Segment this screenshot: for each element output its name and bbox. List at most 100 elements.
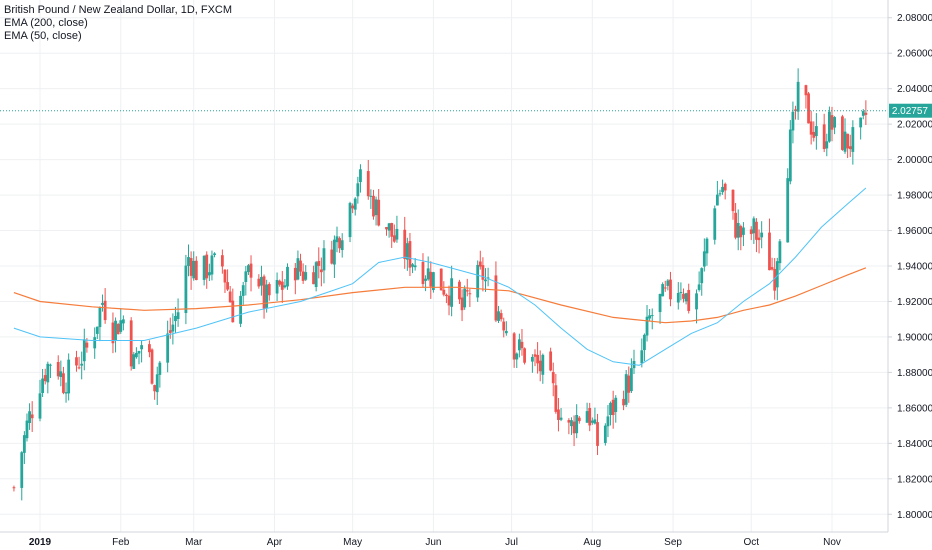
candle-body bbox=[757, 237, 761, 241]
candle-body bbox=[64, 392, 68, 394]
candle-body bbox=[499, 313, 503, 320]
candle-body bbox=[497, 311, 500, 321]
y-tick-label: 2.06000 bbox=[897, 49, 932, 60]
price-axis: 2.08000 2.06000 2.04000 2.02000 2.00000 1.980… bbox=[888, 13, 932, 521]
candle-body bbox=[593, 419, 597, 424]
candle-body bbox=[348, 203, 352, 238]
candle-body bbox=[684, 293, 688, 302]
candle-body bbox=[458, 281, 461, 300]
candle-body bbox=[244, 271, 248, 283]
candle-body bbox=[645, 316, 649, 336]
candle-body bbox=[353, 198, 357, 210]
candle-body bbox=[158, 362, 162, 375]
candle-body bbox=[286, 266, 289, 287]
candle-body bbox=[101, 302, 104, 305]
candle-body bbox=[392, 235, 396, 242]
current-price-badge: 2.02757 bbox=[889, 103, 932, 118]
candle-body bbox=[75, 357, 78, 366]
candle-body bbox=[721, 186, 724, 193]
candle-body bbox=[796, 81, 800, 112]
candle-body bbox=[119, 320, 123, 332]
candle-body bbox=[22, 435, 26, 453]
candle-body bbox=[187, 257, 190, 266]
candle-body bbox=[220, 255, 224, 267]
candle-body bbox=[734, 212, 738, 238]
candle-body bbox=[702, 251, 706, 267]
candle-body bbox=[755, 221, 758, 240]
candle-body bbox=[676, 292, 680, 303]
candle-body bbox=[43, 375, 47, 382]
current-price-label: 2.02757 bbox=[892, 106, 929, 117]
candle-body bbox=[77, 367, 81, 369]
candle-body bbox=[293, 267, 297, 281]
ema50-legend[interactable]: EMA (50, close) bbox=[4, 30, 82, 42]
candle-body bbox=[650, 315, 654, 317]
candle-body bbox=[283, 285, 287, 288]
price-axis-bg[interactable] bbox=[888, 0, 932, 550]
candle-body bbox=[770, 267, 774, 270]
candle-body bbox=[611, 399, 615, 416]
candle-body bbox=[773, 268, 777, 291]
candle-body bbox=[82, 339, 86, 362]
candle-body bbox=[340, 240, 344, 251]
candle-body bbox=[682, 293, 685, 299]
y-tick-label: 1.86000 bbox=[897, 403, 932, 414]
candle-body bbox=[661, 284, 665, 297]
candle-body bbox=[851, 127, 855, 152]
candle-body bbox=[366, 171, 370, 197]
candle-body bbox=[25, 420, 29, 439]
candle-body bbox=[332, 239, 336, 265]
candle-body bbox=[116, 324, 120, 335]
candle-body bbox=[431, 272, 435, 291]
candle-body bbox=[460, 297, 464, 311]
candle-body bbox=[669, 279, 672, 300]
candle-body bbox=[590, 420, 594, 423]
ema50-line bbox=[13, 187, 867, 366]
x-tick-label: 2019 bbox=[29, 537, 52, 548]
candle-body bbox=[335, 236, 339, 243]
time-axis-bg[interactable] bbox=[0, 532, 888, 550]
candle-body bbox=[210, 255, 214, 275]
candle-body bbox=[194, 260, 198, 281]
candle-body bbox=[577, 417, 581, 422]
candle-body bbox=[515, 353, 519, 360]
candle-body bbox=[411, 264, 414, 267]
candle-body bbox=[395, 228, 399, 240]
candle-body bbox=[62, 373, 65, 393]
candle-body bbox=[827, 111, 831, 142]
candle-body bbox=[140, 345, 144, 350]
ema200-legend[interactable]: EMA (200, close) bbox=[4, 17, 88, 29]
candle-body bbox=[429, 271, 433, 287]
candle-body bbox=[296, 258, 300, 280]
candle-body bbox=[166, 333, 170, 363]
candle-body bbox=[541, 354, 545, 375]
candle-body bbox=[567, 420, 571, 423]
candle-body bbox=[241, 285, 245, 296]
time-axis: 2019 Feb Mar Apr May Jun Jul Aug Sep Oct Nov bbox=[29, 537, 841, 548]
candle-body bbox=[640, 350, 644, 364]
x-tick-label: Jul bbox=[505, 537, 518, 548]
x-tick-label: Feb bbox=[112, 537, 130, 548]
candle-body bbox=[38, 393, 42, 419]
candle-body bbox=[338, 238, 342, 249]
symbol-title[interactable]: British Pound / New Zealand Dollar, 1D, … bbox=[4, 4, 233, 16]
candle-body bbox=[299, 260, 302, 272]
candle-body bbox=[351, 205, 355, 209]
candle-body bbox=[387, 223, 391, 231]
candle-body bbox=[554, 385, 558, 412]
candle-body bbox=[257, 278, 261, 287]
candle-body bbox=[322, 248, 326, 271]
candle-body bbox=[359, 169, 362, 183]
candle-body bbox=[207, 272, 211, 276]
chart-legend: British Pound / New Zealand Dollar, 1D, … bbox=[4, 4, 232, 43]
candle-body bbox=[549, 351, 553, 371]
candle-body bbox=[301, 271, 305, 281]
candle-body bbox=[804, 85, 808, 96]
candle-body bbox=[861, 111, 865, 116]
candle-body bbox=[557, 409, 560, 421]
x-tick-label: Mar bbox=[185, 537, 203, 548]
candle-body bbox=[267, 284, 271, 296]
candle-body bbox=[848, 146, 852, 150]
